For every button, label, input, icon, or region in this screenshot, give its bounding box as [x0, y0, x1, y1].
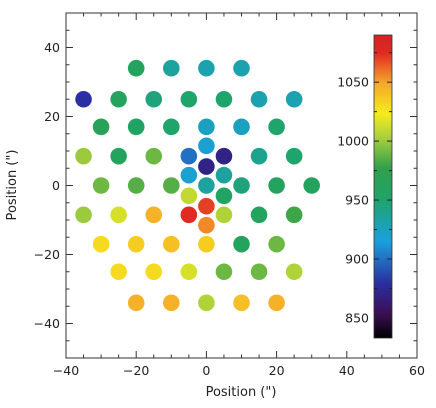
colorbar-tick-label: 1050	[337, 75, 369, 90]
data-point	[215, 166, 233, 184]
data-point	[215, 90, 233, 108]
data-point	[215, 147, 233, 165]
data-point	[145, 147, 163, 165]
data-point	[75, 90, 92, 108]
data-point	[285, 147, 303, 165]
x-tick-label: 0	[202, 363, 210, 378]
data-point	[198, 235, 215, 253]
x-tick-label: 40	[339, 363, 355, 378]
data-point	[163, 294, 180, 312]
data-point	[285, 263, 303, 281]
data-point	[233, 118, 250, 136]
data-point	[127, 235, 145, 253]
y-tick-label: −40	[34, 316, 60, 331]
data-point	[198, 118, 215, 136]
data-point	[233, 294, 250, 312]
data-point	[145, 206, 163, 224]
data-point	[110, 263, 127, 281]
data-point	[180, 90, 198, 108]
y-tick-label: −20	[34, 247, 60, 262]
data-point	[180, 187, 198, 205]
data-point	[75, 206, 92, 224]
x-tick-label: 60	[409, 363, 425, 378]
data-point	[127, 59, 145, 77]
x-axis-title: Position (")	[206, 385, 277, 400]
y-tick-label: 0	[52, 178, 60, 193]
data-point	[145, 263, 163, 281]
data-point	[285, 206, 303, 224]
data-point	[180, 147, 198, 165]
data-point	[110, 90, 127, 108]
data-point	[250, 263, 268, 281]
colorbar-tick-label: 950	[345, 193, 369, 208]
data-point	[285, 90, 303, 108]
data-point	[198, 197, 215, 215]
data-point	[163, 177, 180, 194]
data-point	[180, 206, 198, 224]
data-point	[163, 118, 180, 136]
data-point	[233, 59, 250, 77]
data-point	[145, 90, 163, 108]
data-point	[75, 147, 92, 165]
y-tick-label: 20	[44, 109, 60, 124]
data-point	[303, 177, 321, 194]
data-point	[180, 263, 198, 281]
data-point	[250, 90, 268, 108]
colorbar-tick-label: 850	[345, 310, 369, 325]
data-point	[198, 294, 215, 312]
data-point	[198, 158, 215, 175]
data-point	[268, 118, 285, 136]
colorbar-tick-label: 900	[345, 252, 369, 267]
data-point	[215, 206, 233, 224]
data-point	[250, 147, 268, 165]
data-point	[198, 216, 215, 234]
data-point	[198, 59, 215, 77]
y-axis-title: Position (")	[5, 150, 20, 221]
data-point	[268, 235, 285, 253]
data-point	[180, 166, 198, 184]
x-tick-label: −40	[53, 363, 79, 378]
data-point	[110, 206, 127, 224]
data-point	[250, 206, 268, 224]
data-point	[92, 177, 110, 194]
data-point	[127, 118, 145, 136]
data-point	[92, 235, 110, 253]
x-axis-ticks: −40 −20 0 20 40 60	[53, 13, 425, 378]
data-point	[233, 235, 250, 253]
data-point	[215, 187, 233, 205]
y-axis-ticks: −40 −20 0 20 40	[34, 12, 417, 359]
colorbar-ticks: 850 900 950 1000 1050	[337, 52, 392, 325]
x-tick-label: −20	[123, 363, 149, 378]
y-tick-label: 40	[44, 40, 60, 55]
data-point	[198, 137, 215, 155]
data-points	[75, 59, 321, 312]
data-point	[110, 147, 127, 165]
data-point	[198, 177, 215, 194]
data-point	[215, 263, 233, 281]
data-point	[163, 59, 180, 77]
colorbar	[373, 34, 393, 339]
data-point	[163, 235, 180, 253]
data-point	[268, 177, 285, 194]
data-point	[127, 177, 145, 194]
x-tick-label: 20	[269, 363, 285, 378]
data-point	[233, 177, 250, 194]
data-point	[92, 118, 110, 136]
data-point	[127, 294, 145, 312]
colorbar-tick-label: 1000	[337, 134, 369, 149]
data-point	[268, 294, 285, 312]
